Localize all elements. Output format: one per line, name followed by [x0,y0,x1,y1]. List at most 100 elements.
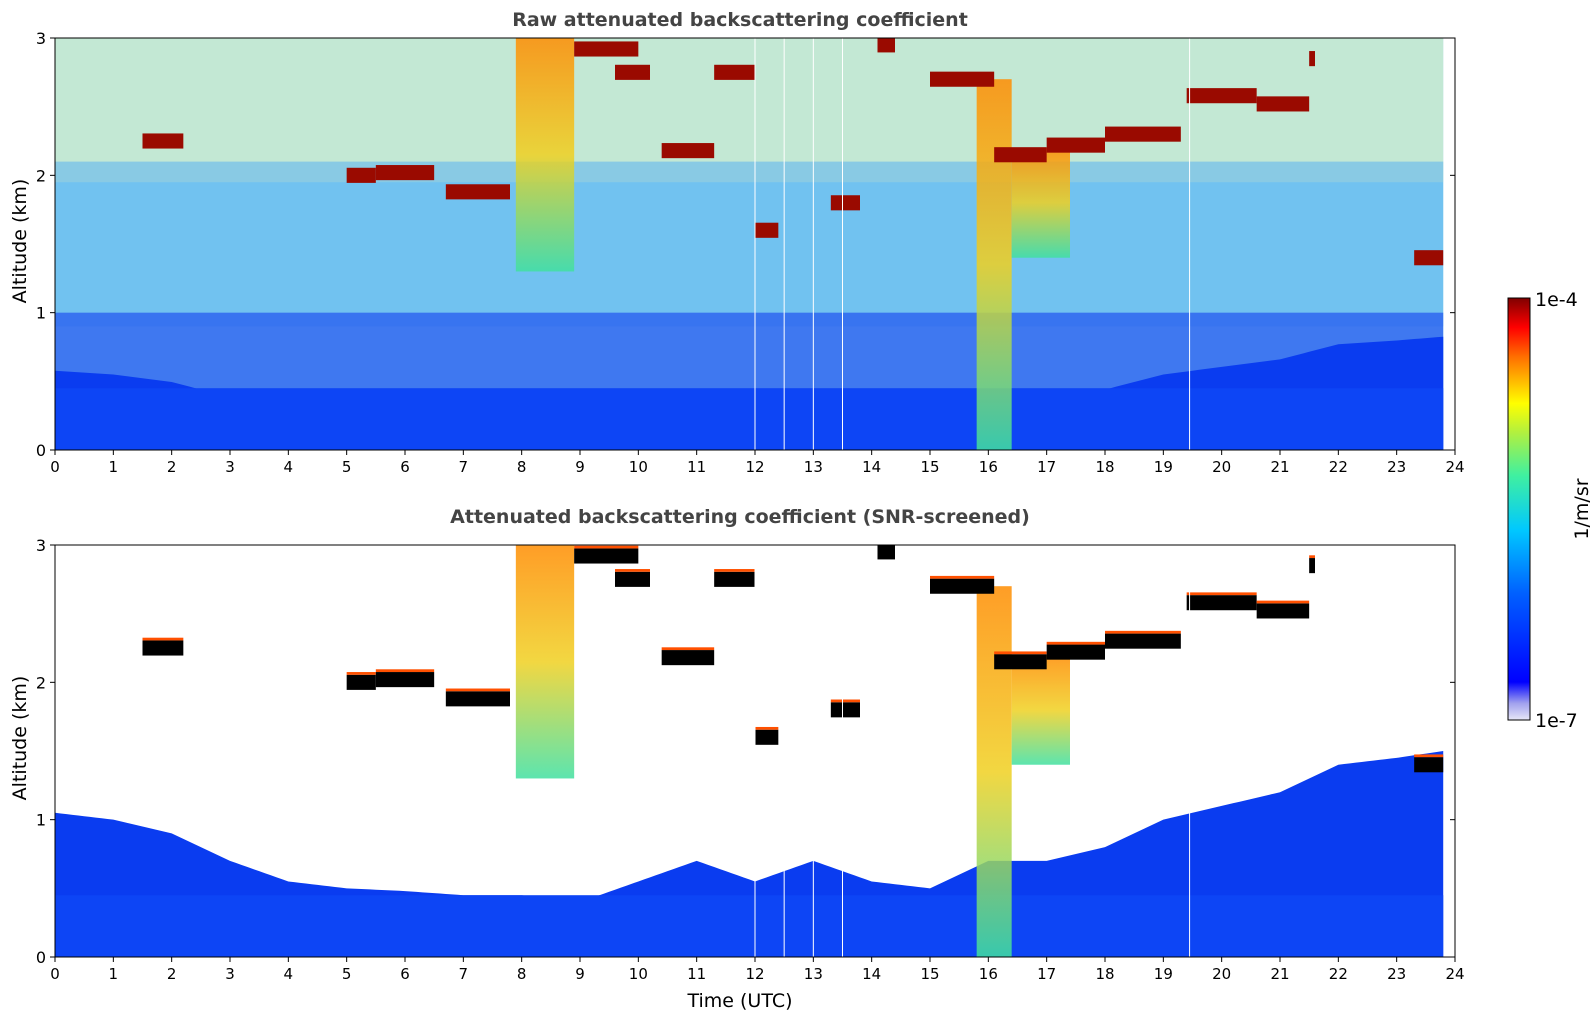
y-tick-label: 2 [36,673,46,692]
cloud-edge [1309,555,1315,559]
x-tick-label: 22 [1329,458,1348,476]
x-tick-label: 23 [1387,458,1406,476]
x-tick-label: 20 [1212,965,1231,983]
cloud-layer [445,184,510,200]
x-tick-label: 19 [1154,965,1173,983]
cloud-layer [755,222,779,238]
cloud-edge [142,637,184,641]
x-tick-label: 8 [517,965,527,983]
colorbar: 1e-4 1e-7 1/m/sr [1507,289,1593,732]
precip-streak [976,586,1012,957]
cloud-layer [1414,757,1444,773]
cloud-layer [661,143,715,159]
cloud-edge [830,699,860,703]
x-tick-label: 9 [575,458,585,476]
x-tick-label: 6 [400,965,410,983]
heatmap-area: 0 1 2 3 4 5 6 7 8 9 10 11 12 13 14 15 16 17 18 19 20 21 22 23 24… [36,29,1465,476]
x-tick-label: 5 [342,458,352,476]
x-tick-label: 11 [687,965,706,983]
x-tick-label: 0 [50,458,60,476]
cloud-edge [994,651,1047,655]
y-tick-label: 0 [36,441,46,460]
cloud-layer [1186,595,1257,611]
cloud-layer [445,691,510,707]
precip-streak [976,79,1012,450]
x-tick-label: 12 [745,458,764,476]
x-tick-label: 16 [979,458,998,476]
x-tick-label: 8 [517,458,527,476]
cloud-edge [714,569,755,572]
cloud-layer [346,674,376,690]
cloud-layer [142,133,184,149]
colorbar-unit-label: 1/m/sr [1571,478,1593,539]
raw-backscatter-panel: Raw attenuated backscattering coefficien… [9,9,1465,476]
colorbar-min-label: 1e-7 [1535,710,1578,732]
x-tick-label: 2 [167,458,177,476]
y-tick-label: 1 [36,811,46,830]
panel-title: Raw attenuated backscattering coefficien… [512,9,968,31]
x-tick-label: 15 [920,458,939,476]
cloud-layer [877,38,895,53]
cloud-layer [714,64,755,80]
x-tick-label: 13 [804,458,823,476]
cloud-layer [930,578,995,594]
cloud-edge [1414,754,1444,758]
cloud-layer [142,640,184,656]
x-tick-label: 3 [225,458,235,476]
cloud-layer [1105,633,1181,649]
x-tick-label: 10 [629,458,648,476]
cloud-edge [346,672,376,675]
cloud-layer [1046,644,1105,660]
x-tick-label: 1 [109,965,119,983]
backscatter-field [55,542,1444,957]
cloud-edge [574,545,639,549]
noise-upper-band [55,38,1444,183]
cloud-edge [661,647,715,651]
x-tick-label: 2 [167,965,177,983]
cloud-edge [930,575,995,579]
x-tick-label: 4 [284,965,294,983]
x-tick-label: 21 [1270,458,1289,476]
panel-title: Attenuated backscattering coefficient (S… [450,506,1030,528]
cloud-layer [1105,126,1181,142]
cloud-layer [830,702,860,718]
cloud-layer [1046,137,1105,153]
x-tick-label: 13 [804,965,823,983]
x-tick-label: 20 [1212,458,1231,476]
x-tick-label: 10 [629,965,648,983]
precip-streak [515,38,575,272]
cloud-edge [375,669,435,673]
surface-layer [55,895,1444,957]
cloud-layer [1256,603,1310,619]
cloud-edge [1186,592,1257,596]
colorbar-gradient [1507,297,1531,721]
y-tick-label: 1 [36,304,46,323]
cloud-layer [994,654,1047,670]
cloud-layer [830,195,860,211]
cloud-layer [755,729,779,745]
x-tick-label: 18 [1095,965,1114,983]
cloud-edge [878,542,896,545]
cloud-layer [877,545,895,560]
x-tick-label: 6 [400,458,410,476]
x-tick-label: 14 [862,965,881,983]
x-tick-label: 11 [687,458,706,476]
cloud-layer [615,571,650,587]
x-tick-label: 22 [1329,965,1348,983]
cloud-edge [1256,600,1310,604]
cloud-edge [1105,630,1181,634]
cloud-layer [1186,88,1257,104]
x-tick-label: 23 [1387,965,1406,983]
cloud-layer [375,165,435,181]
x-tick-label: 18 [1095,458,1114,476]
x-tick-label: 24 [1445,965,1464,983]
cloud-edge [445,688,510,692]
x-tick-label: 14 [862,458,881,476]
x-tick-label: 19 [1154,458,1173,476]
cloud-layer [574,548,639,564]
backscatter-field [55,38,1444,450]
precip-streak [515,545,575,779]
y-tick-label: 2 [36,166,46,185]
x-tick-label: 3 [225,965,235,983]
